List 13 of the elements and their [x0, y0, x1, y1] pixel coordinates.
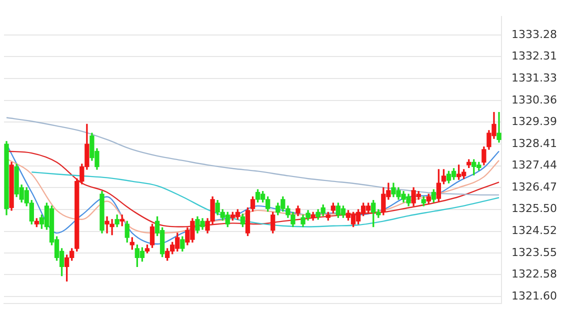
y-tick-label: 1329.39 [512, 114, 558, 128]
y-tick-label: 1333.28 [512, 28, 558, 41]
text: 1325.50 [512, 202, 558, 216]
y-tick-label: 1327.44 [512, 158, 558, 172]
y-tick-label: 1326.47 [512, 180, 558, 194]
text: 1321.60 [512, 290, 558, 303]
y-tick-label: 1323.55 [512, 246, 558, 259]
y-tick-label: 1331.33 [512, 72, 558, 85]
y-tick-label: 1330.36 [512, 93, 558, 106]
y-tick-label: 1328.41 [512, 136, 558, 150]
y-tick-label: 1322.58 [512, 268, 558, 281]
y-tick-label: 1332.31 [512, 50, 558, 63]
y-tick-label: 1324.52 [512, 224, 558, 238]
